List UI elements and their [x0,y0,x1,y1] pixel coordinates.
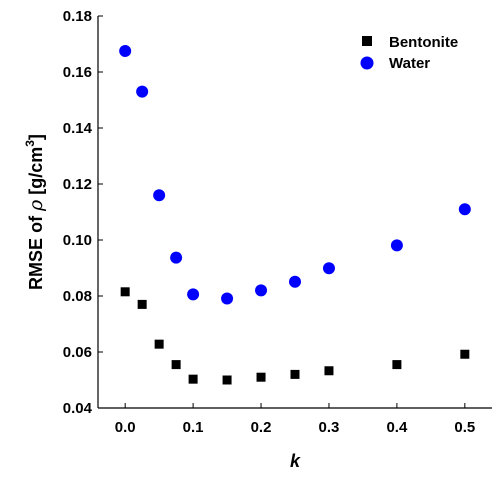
y-tick-label: 0.14 [63,120,93,137]
data-point-bentonite [392,360,402,370]
x-tick-label: 0.3 [319,419,340,436]
x-tick-label: 0.4 [386,419,408,436]
y-tick-label: 0.12 [63,176,92,193]
data-point-bentonite [256,372,266,382]
y-axis-title-symbol: ρ [25,199,47,212]
data-point-water [119,45,132,57]
legend-marker-water [360,56,374,70]
data-point-water [221,292,234,305]
data-point-water [322,262,335,275]
ticks: 0.0 0.1 0.2 0.3 0.4 0.5 0.04 0.06 0.08 0.10 0.12 0.… [63,8,475,436]
data-point-water [187,288,200,301]
x-tick-label: 0.0 [115,419,136,436]
data-point-bentonite [222,375,232,385]
data-point-bentonite [290,369,300,379]
y-tick-label: 0.06 [63,344,92,361]
y-axis-title-unit: [g/cm [26,147,46,200]
y-tick-label: 0.18 [63,8,92,25]
x-axis-title: k [290,451,301,471]
y-tick-label: 0.10 [63,232,92,249]
x-tick-label: 0.1 [183,419,204,436]
x-tick-label: 0.2 [251,419,272,436]
data-point-water [170,251,183,264]
y-tick-label: 0.16 [63,64,92,81]
data-point-bentonite [324,366,334,376]
y-tick-label: 0.04 [63,400,93,417]
data-point-bentonite [188,374,198,384]
y-axis-title-exponent: 3 [23,140,37,147]
data-marks [119,45,471,385]
data-point-water [289,275,301,288]
data-point-bentonite [120,287,130,297]
data-point-bentonite [154,339,164,349]
data-point-water [390,239,403,252]
data-point-bentonite [137,299,147,309]
y-axis-title-close: ] [26,134,46,140]
plot-area [98,16,492,408]
legend-label-water: Water [389,55,430,72]
legend-label-bentonite: Bentonite [389,34,458,51]
data-point-water [153,189,166,202]
axes [97,16,492,409]
data-point-water [458,203,471,216]
data-point-water [136,85,149,98]
y-axis-title: RMSE of ρ [g/cm3] [23,134,47,290]
y-tick-label: 0.08 [63,288,92,305]
data-point-water [255,284,268,297]
data-point-bentonite [460,349,470,359]
legend-marker-bentonite [362,36,372,46]
data-point-bentonite [171,360,181,370]
y-axis-title-prefix: RMSE of [26,211,46,290]
x-tick-label: 0.5 [454,419,475,436]
legend: Bentonite Water [360,34,458,72]
